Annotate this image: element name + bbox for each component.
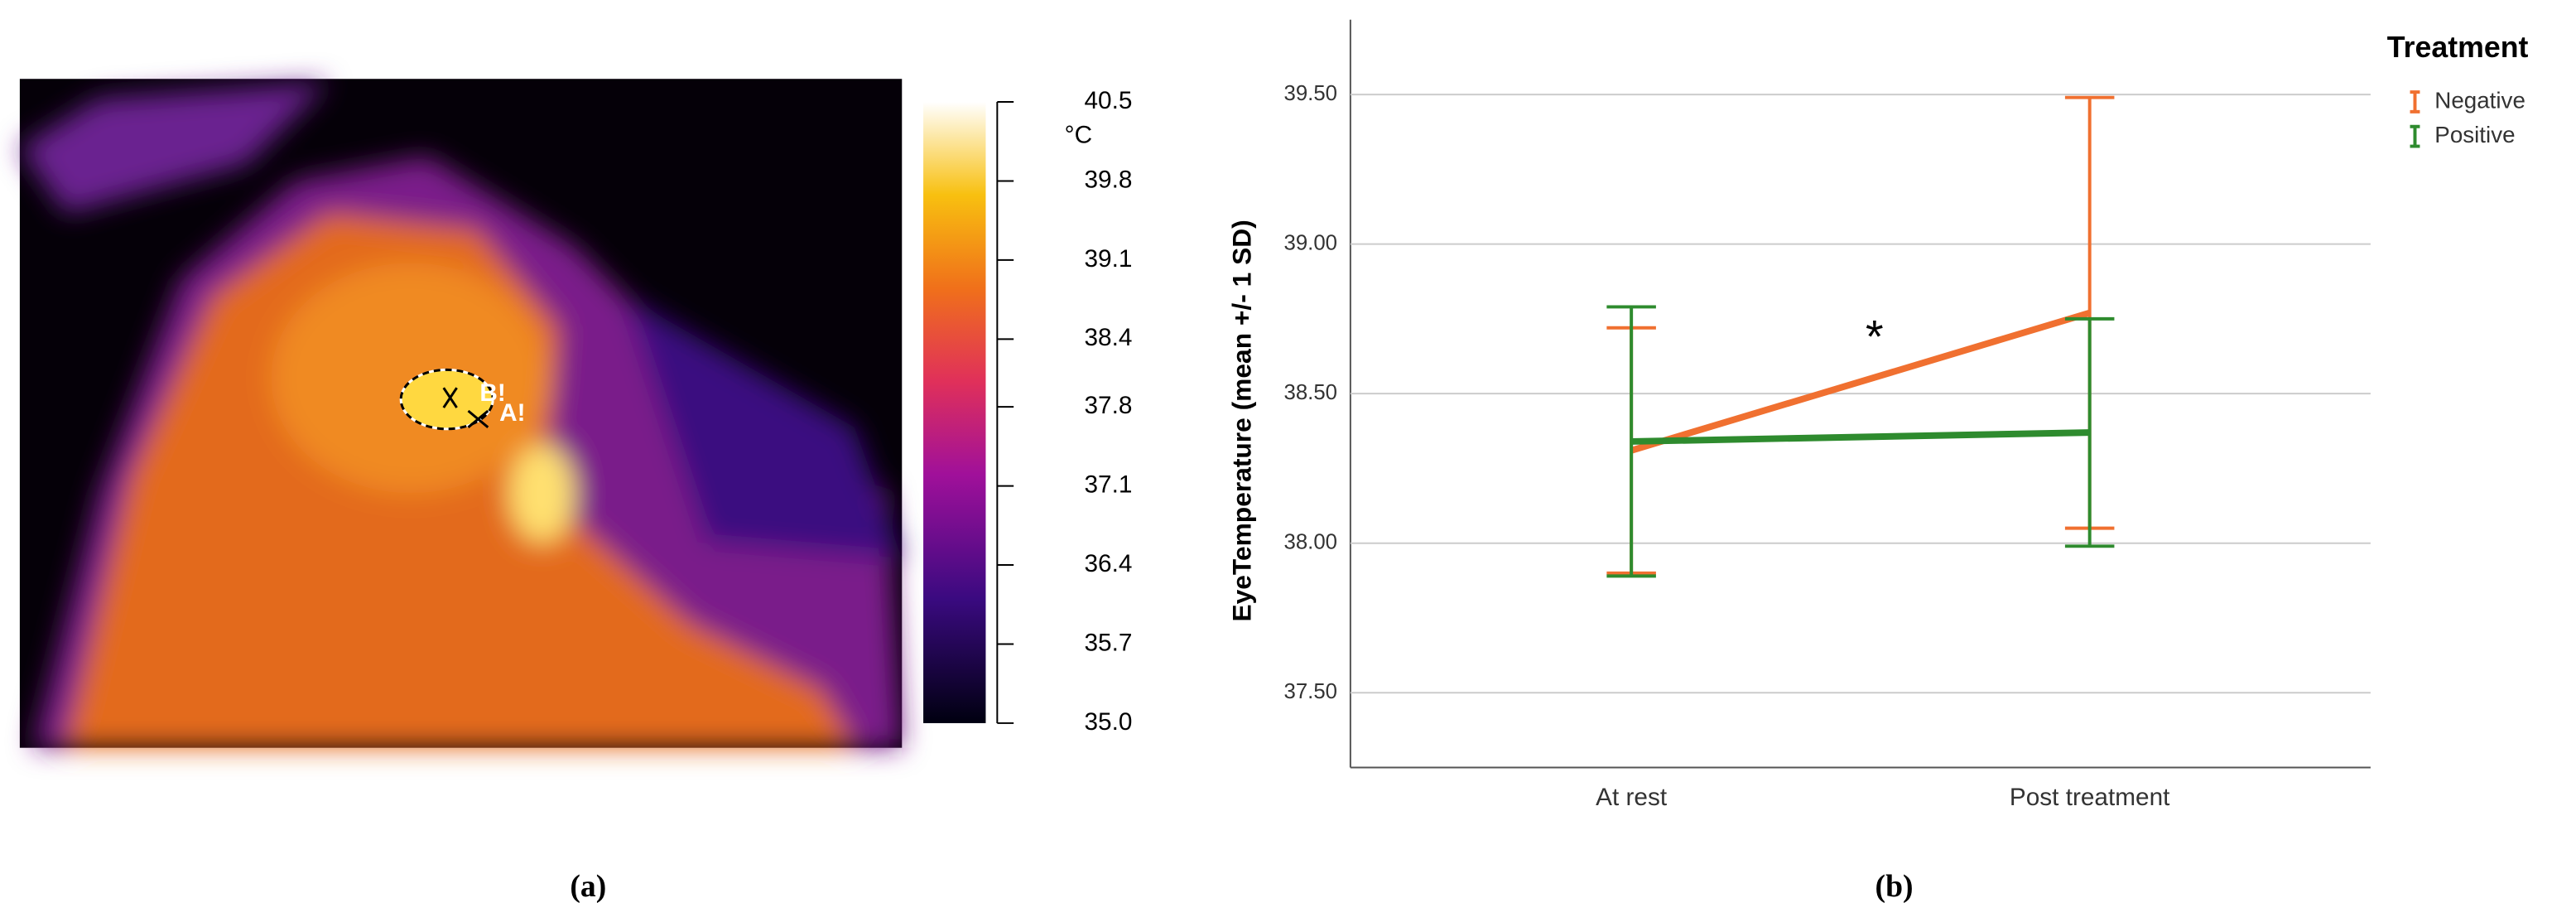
colorbar-tick-label: 37.8 [1084,392,1132,419]
colorbar-tick-label: 39.8 [1084,166,1132,193]
x-tick-label: Post treatment [2010,784,2170,811]
y-tick-label: 39.50 [1283,82,1337,105]
colorbar-tick-label: 36.4 [1084,550,1132,577]
colorbar-tick-label: 35.7 [1084,629,1132,656]
legend-title: Treatment [2387,31,2529,64]
y-axis-label: EyeTemperature (mean +/- 1 SD) [1226,220,1256,621]
colorbar-tick-label: 38.4 [1084,324,1132,351]
y-tick-label: 38.50 [1283,381,1337,404]
legend-icon [2410,90,2420,113]
y-tick-label: 37.50 [1283,680,1337,703]
legend-label: Positive [2434,122,2515,147]
y-tick-label: 38.00 [1283,531,1337,554]
caption: (b) [1875,869,1914,904]
x-tick-label: At rest [1596,784,1668,811]
colorbar-tick-label: 35.0 [1084,708,1132,736]
thermal-image [19,79,903,748]
line [1630,309,2091,454]
caption: (a) [570,869,606,904]
legend-icon [2410,124,2420,148]
colorbar-label: °C [1065,122,1092,149]
colorbar-tick-label: 37.1 [1084,471,1132,498]
legend-label: Negative [2434,87,2525,113]
roi-label: B! [479,379,505,407]
colorbar [923,102,986,723]
significance-marker: * [1866,311,1884,362]
line [1631,429,2090,445]
colorbar-tick-label: 40.5 [1084,87,1132,114]
y-tick-label: 39.00 [1283,231,1337,254]
roi-label: A! [499,399,525,427]
colorbar-tick-label: 39.1 [1084,245,1132,273]
